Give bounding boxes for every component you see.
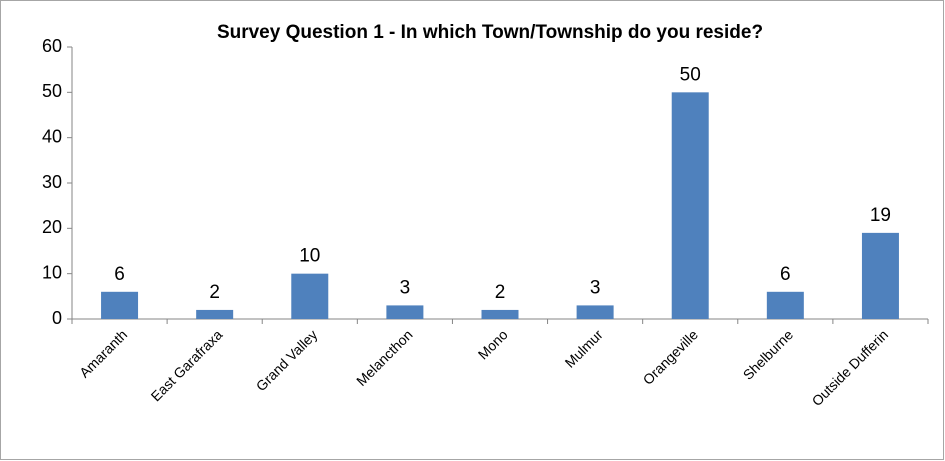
bar xyxy=(861,232,899,319)
bar xyxy=(766,291,804,319)
chart-title: Survey Question 1 - In which Town/Townsh… xyxy=(217,22,763,43)
bar xyxy=(291,273,329,319)
data-label: 3 xyxy=(400,277,411,298)
data-label: 3 xyxy=(590,277,601,298)
data-label: 6 xyxy=(114,264,125,285)
y-tick-label: 50 xyxy=(42,81,62,101)
y-tick-label: 20 xyxy=(42,217,62,237)
bar xyxy=(576,305,614,319)
data-label: 2 xyxy=(495,282,506,303)
data-label: 50 xyxy=(680,64,701,85)
y-tick-label: 40 xyxy=(42,126,62,146)
y-tick-label: 60 xyxy=(42,36,62,56)
data-label: 10 xyxy=(299,246,320,267)
bar xyxy=(196,309,234,319)
bar xyxy=(101,291,139,319)
data-label: 2 xyxy=(209,282,220,303)
bar xyxy=(671,92,709,319)
y-tick-label: 30 xyxy=(42,172,62,192)
y-tick-label: 10 xyxy=(42,262,62,282)
bar xyxy=(386,305,424,319)
y-tick-label: 0 xyxy=(52,308,62,328)
data-label: 6 xyxy=(780,264,791,285)
data-label: 19 xyxy=(870,205,891,226)
bar xyxy=(481,309,519,319)
